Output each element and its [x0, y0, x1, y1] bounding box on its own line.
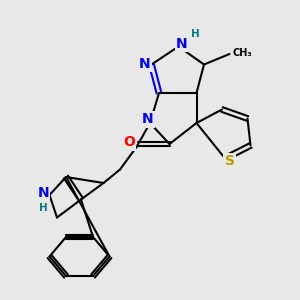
Text: N: N: [139, 57, 151, 71]
Text: O: O: [123, 136, 135, 149]
Text: H: H: [190, 29, 200, 39]
Text: CH₃: CH₃: [232, 47, 252, 58]
Text: H: H: [39, 202, 48, 213]
Text: N: N: [38, 186, 49, 200]
Text: N: N: [176, 37, 187, 50]
Text: N: N: [142, 112, 153, 126]
Text: S: S: [224, 154, 235, 168]
